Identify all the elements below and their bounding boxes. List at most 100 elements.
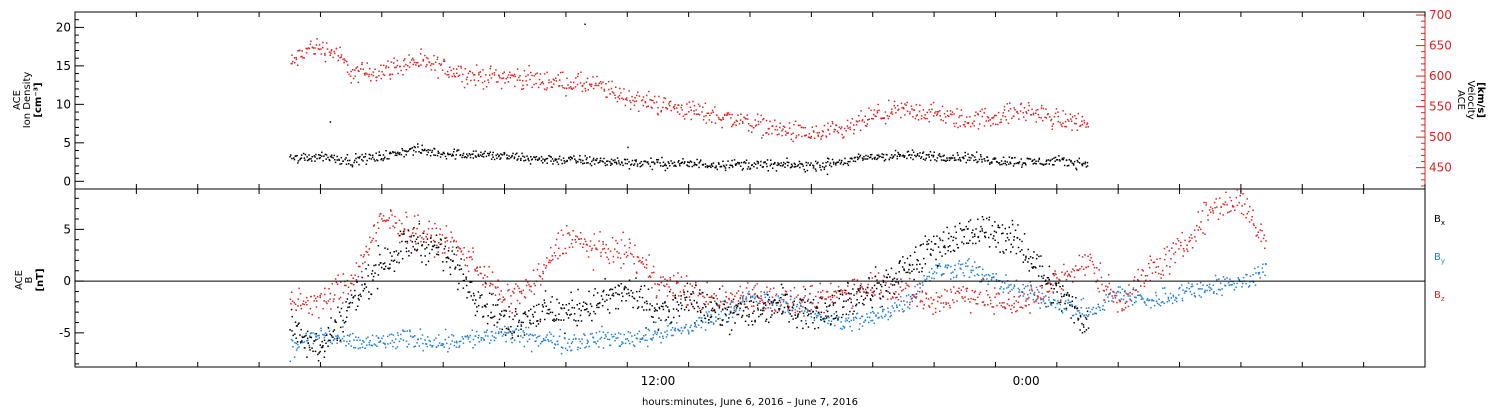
- by-point: [1050, 304, 1053, 306]
- density-point: [784, 166, 786, 168]
- density-point: [943, 154, 945, 157]
- density-point: [609, 164, 612, 166]
- bz-point: [680, 298, 682, 300]
- velocity-point: [783, 126, 786, 128]
- bx-point: [462, 273, 465, 275]
- density-point: [1054, 156, 1057, 159]
- bz-point: [703, 296, 706, 299]
- bx-point: [764, 302, 766, 304]
- bz-point: [1114, 294, 1116, 297]
- by-point: [364, 347, 366, 349]
- by-point: [500, 331, 503, 334]
- by-point: [657, 328, 660, 330]
- bx-point: [695, 284, 697, 287]
- velocity-point: [399, 65, 401, 68]
- bx-point: [668, 310, 670, 313]
- bx-point: [885, 290, 887, 292]
- bx-point: [343, 322, 346, 324]
- by-point: [1052, 292, 1055, 294]
- by-point: [1186, 287, 1188, 289]
- by-point: [900, 300, 902, 303]
- by-point: [931, 268, 933, 270]
- by-point: [1245, 273, 1247, 276]
- velocity-point: [917, 119, 920, 121]
- density-point: [668, 162, 670, 165]
- velocity-point: [735, 119, 737, 122]
- bz-point: [662, 276, 664, 278]
- by-point: [1248, 285, 1251, 287]
- bz-point: [1146, 274, 1149, 277]
- by-point: [295, 349, 298, 351]
- by-point: [751, 295, 754, 297]
- bx-point: [345, 301, 347, 303]
- bz-point: [344, 284, 346, 287]
- density-point: [392, 151, 394, 154]
- density-point: [738, 163, 740, 165]
- bz-point: [472, 251, 475, 253]
- velocity-point: [490, 77, 493, 79]
- bx-point: [984, 235, 986, 237]
- bx-point: [485, 306, 487, 308]
- bz-point: [289, 298, 292, 300]
- bx-point: [600, 295, 603, 297]
- by-point: [308, 335, 311, 337]
- density-point: [771, 167, 774, 169]
- bz-point: [1039, 297, 1042, 299]
- bz-point: [645, 267, 648, 269]
- density-point: [814, 168, 817, 170]
- bz-point: [1115, 292, 1118, 294]
- velocity-point: [1027, 102, 1030, 104]
- density-point: [548, 154, 550, 157]
- velocity-point: [1087, 126, 1089, 128]
- bz-point: [1096, 279, 1099, 281]
- by-point: [318, 334, 320, 337]
- velocity-point: [974, 114, 976, 117]
- bz-point: [468, 256, 471, 259]
- bz-point: [804, 308, 807, 310]
- density-point: [939, 155, 941, 158]
- bz-point: [1002, 306, 1004, 308]
- bx-point: [605, 294, 608, 296]
- by-point: [990, 279, 993, 281]
- bz-point: [586, 250, 588, 252]
- velocity-point: [851, 118, 854, 120]
- bx-point: [855, 303, 858, 306]
- density-point: [1047, 159, 1050, 161]
- velocity-point: [1023, 116, 1025, 118]
- bz-point: [1069, 275, 1071, 277]
- velocity-point: [658, 95, 660, 98]
- bx-point: [850, 293, 852, 295]
- bz-point: [1045, 305, 1047, 308]
- bx-point: [768, 321, 770, 324]
- bz-point: [966, 287, 968, 290]
- bz-point: [1157, 265, 1159, 268]
- density-point: [1053, 157, 1055, 159]
- velocity-point: [674, 103, 676, 106]
- bx-point: [1005, 249, 1007, 251]
- bz-point: [934, 311, 937, 314]
- density-point: [702, 164, 705, 166]
- by-point: [649, 338, 652, 340]
- velocity-point: [853, 129, 855, 131]
- velocity-point: [810, 135, 812, 138]
- bz-point: [1248, 221, 1251, 223]
- by-point: [1233, 289, 1236, 291]
- density-point: [371, 156, 374, 159]
- bx-point: [780, 283, 783, 286]
- bx-point: [302, 336, 305, 338]
- bz-point: [533, 293, 535, 295]
- by-point: [892, 307, 895, 309]
- bx-point: [1008, 226, 1010, 229]
- density-point: [772, 163, 775, 165]
- bz-point: [874, 294, 876, 296]
- density-point: [906, 151, 909, 153]
- bz-point: [946, 290, 948, 292]
- bz-point: [1241, 205, 1243, 207]
- bz-point: [688, 296, 691, 298]
- bx-point: [710, 309, 713, 311]
- by-point: [911, 297, 913, 300]
- bx-point: [319, 344, 321, 346]
- bx-point: [589, 312, 591, 315]
- bz-point: [615, 239, 617, 242]
- by-point: [907, 294, 910, 296]
